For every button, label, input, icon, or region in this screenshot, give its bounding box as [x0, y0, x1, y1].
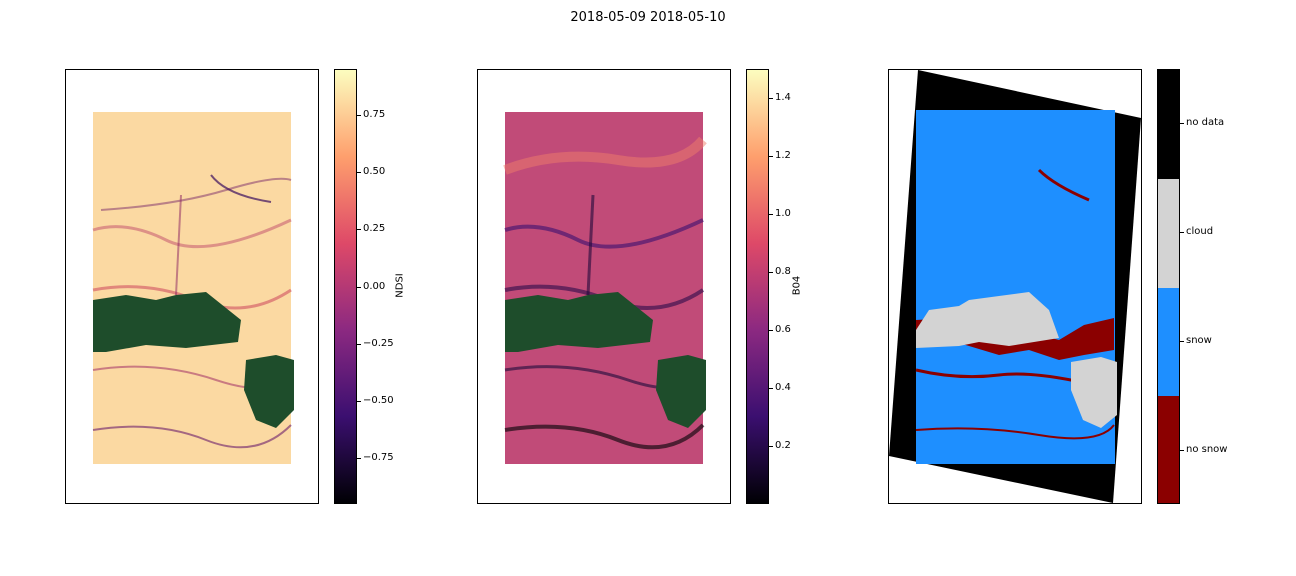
- colorbar-tick-mark: [357, 401, 361, 402]
- ndsi-cloud-mask-overlay: [93, 292, 241, 352]
- colorbar-tick-mark: [357, 458, 361, 459]
- colorbar-tick-mark: [1180, 341, 1184, 342]
- ndsi-cloud-mask-overlay: [244, 355, 294, 428]
- class-label-cloud: cloud: [1186, 226, 1214, 237]
- colorbar-tick-mark: [769, 272, 773, 273]
- snow-class-map: [889, 70, 1141, 503]
- b04-map: [503, 112, 707, 464]
- colorbar-tick-label: 0.00: [363, 281, 386, 292]
- colorbar-tick-label: 1.0: [775, 208, 791, 219]
- colorbar-tick-label: 0.50: [363, 166, 386, 177]
- class-label-no-data: no data: [1186, 117, 1225, 128]
- class-colorbar-segment: [1158, 178, 1179, 288]
- colorbar-tick-mark: [769, 388, 773, 389]
- b04-map-panel: [477, 69, 731, 504]
- class-label-snow: snow: [1186, 335, 1212, 346]
- colorbar-tick-mark: [769, 446, 773, 447]
- figure-title: 2018-05-09 2018-05-10: [570, 10, 726, 25]
- snow-class-map-panel: [888, 69, 1142, 504]
- b04-cloud-mask-overlay: [505, 292, 653, 352]
- colorbar-tick-mark: [1180, 232, 1184, 233]
- colorbar-tick-label: 0.75: [363, 109, 386, 120]
- colorbar-tick-mark: [1180, 450, 1184, 451]
- cloud-region: [1071, 357, 1117, 428]
- b04-cloud-mask-overlay: [656, 355, 706, 428]
- colorbar-tick-mark: [1180, 123, 1184, 124]
- class-label-no-snow: no snow: [1186, 444, 1228, 455]
- colorbar-tick-label: 0.6: [775, 324, 791, 335]
- colorbar-tick-mark: [357, 229, 361, 230]
- ndsi-map: [92, 112, 294, 464]
- colorbar-tick-mark: [357, 344, 361, 345]
- colorbar-tick-label: 0.8: [775, 266, 791, 277]
- b04-colorbar-label: B04: [791, 275, 803, 296]
- cloud-region: [916, 292, 1059, 348]
- colorbar-tick-mark: [357, 287, 361, 288]
- b04-colorbar: [746, 69, 769, 504]
- colorbar-tick-label: 1.4: [775, 92, 791, 103]
- class-colorbar-segment: [1158, 396, 1179, 503]
- colorbar-tick-mark: [357, 115, 361, 116]
- colorbar-tick-mark: [769, 98, 773, 99]
- ndsi-colorbar-label: NDSI: [394, 273, 406, 298]
- ndsi-colorbar: [334, 69, 357, 504]
- colorbar-tick-label: 0.4: [775, 382, 791, 393]
- colorbar-tick-mark: [769, 330, 773, 331]
- colorbar-tick-label: 0.2: [775, 440, 791, 451]
- colorbar-tick-label: −0.25: [363, 338, 394, 349]
- class-colorbar-segment: [1158, 287, 1179, 397]
- colorbar-tick-label: −0.75: [363, 452, 394, 463]
- colorbar-tick-mark: [769, 214, 773, 215]
- colorbar-tick-mark: [769, 156, 773, 157]
- ndsi-map-panel: [65, 69, 319, 504]
- colorbar-tick-mark: [357, 172, 361, 173]
- colorbar-tick-label: −0.50: [363, 395, 394, 406]
- colorbar-tick-label: 1.2: [775, 150, 791, 161]
- class-colorbar-segment: [1158, 70, 1179, 179]
- colorbar-tick-label: 0.25: [363, 223, 386, 234]
- snow-class-colorbar: [1157, 69, 1180, 504]
